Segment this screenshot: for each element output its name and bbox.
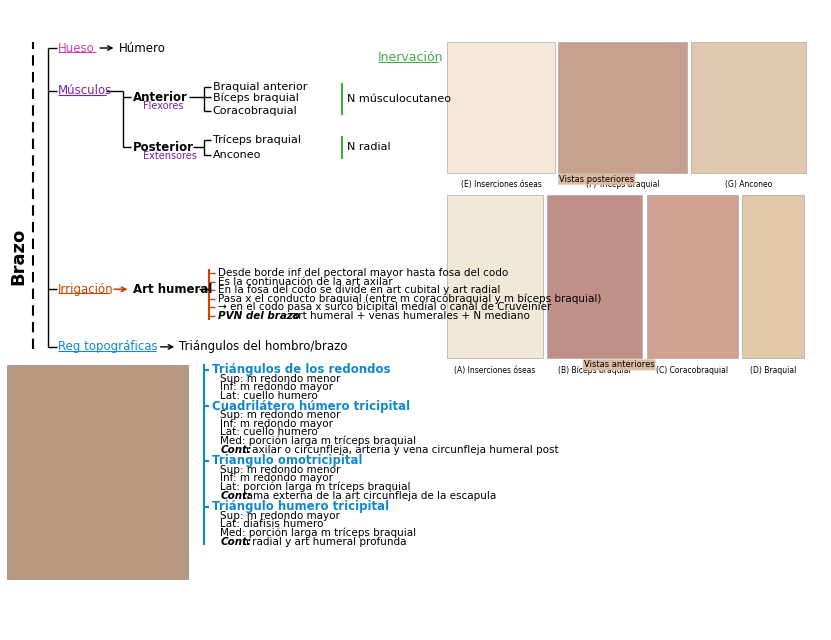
Text: (B) Bíceps braquial: (B) Bíceps braquial [558,366,631,375]
Bar [691,42,806,173]
Text: Braquial anterior: Braquial anterior [213,82,307,92]
Text: (A) Inserciones óseas: (A) Inserciones óseas [455,366,535,375]
Text: : art humeral + venas humerales + N mediano: : art humeral + venas humerales + N medi… [285,311,530,321]
Text: n radial y art humeral profunda: n radial y art humeral profunda [239,537,407,547]
Text: Sup: m redondo menor: Sup: m redondo menor [220,465,341,475]
Text: Vistas anteriores: Vistas anteriores [583,360,655,369]
Text: Tríceps braquial: Tríceps braquial [213,134,301,145]
Text: Triángulo humero tricipital: Triángulo humero tricipital [212,500,389,513]
Text: Irrigación: Irrigación [58,283,114,296]
Text: Pasa x el conducto braquial (entre m coracobraquial y m bíceps braquial): Pasa x el conducto braquial (entre m cor… [218,294,601,304]
Bar [558,42,687,173]
Text: Húmero: Húmero [119,42,165,54]
Text: Inf: m redondo mayor: Inf: m redondo mayor [220,419,333,429]
Text: → en el codo pasa x surco bicipital medial o canal de Cruveinier: → en el codo pasa x surco bicipital medi… [218,301,551,312]
Text: PVN del brazo: PVN del brazo [218,311,300,321]
Text: Inervación: Inervación [378,51,444,64]
Text: (D) Braquial: (D) Braquial [750,366,796,375]
Text: (G) Anconeo: (G) Anconeo [725,180,772,189]
Text: Músculos: Músculos [58,84,112,97]
Text: Coracobraquial: Coracobraquial [213,106,297,116]
Text: Extensores: Extensores [143,151,197,161]
Text: Triángulos del hombro/brazo: Triángulos del hombro/brazo [179,340,348,353]
Text: Lat: diafisis humero: Lat: diafisis humero [220,519,323,529]
Text: Sup: m redondo menor: Sup: m redondo menor [220,410,341,420]
Text: rama externa de la art circunfleja de la escapula: rama externa de la art circunfleja de la… [239,491,497,501]
Bar [647,195,738,358]
Text: Med: porción larga m tríceps braquial: Med: porción larga m tríceps braquial [220,527,416,538]
Bar [447,42,555,173]
Text: Cont:: Cont: [220,491,252,501]
Bar [742,195,804,358]
Text: En la fosa del codo se divide en art cubital y art radial: En la fosa del codo se divide en art cub… [218,285,500,295]
Text: Inf: m redondo mayor: Inf: m redondo mayor [220,473,333,483]
Text: Reg topográficas: Reg topográficas [58,340,158,353]
Text: Inf: m redondo mayor: Inf: m redondo mayor [220,382,333,392]
Text: Brazo: Brazo [9,227,27,285]
Text: Bíceps braquial: Bíceps braquial [213,92,298,102]
Text: Es la continuación de la art axilar: Es la continuación de la art axilar [218,276,392,287]
Text: Triángulos de los redondos: Triángulos de los redondos [212,364,391,376]
Text: (C) Coracobraquial: (C) Coracobraquial [656,366,728,375]
Text: Flexores: Flexores [143,101,184,111]
Text: Cuadrilátero húmero tricipital: Cuadrilátero húmero tricipital [212,400,410,413]
Text: N radial: N radial [347,142,391,152]
Bar [447,195,543,358]
Text: Sup: m redondo mayor: Sup: m redondo mayor [220,511,340,521]
Text: Anconeo: Anconeo [213,150,261,160]
Text: Lat: cuello humero: Lat: cuello humero [220,390,318,401]
Text: Cont:: Cont: [220,445,252,455]
Text: N músculocutaneo: N músculocutaneo [347,94,451,104]
Bar [7,365,188,579]
Text: Vistas posteriores: Vistas posteriores [559,175,634,184]
Text: Art humeral: Art humeral [133,283,213,296]
Text: Triangulo omotricipital: Triangulo omotricipital [212,454,362,467]
Text: (F) Triceps braquial: (F) Triceps braquial [586,180,660,189]
Text: (E) Inserciones óseas: (E) Inserciones óseas [460,180,542,189]
Text: n axilar o circunfleja, arteria y vena circunfleja humeral post: n axilar o circunfleja, arteria y vena c… [239,445,559,455]
Bar [547,195,642,358]
Text: Lat: porción larga m tríceps braquial: Lat: porción larga m tríceps braquial [220,481,411,492]
Text: Sup: m redondo menor: Sup: m redondo menor [220,374,341,384]
Text: Med: porción larga m tríceps braquial: Med: porción larga m tríceps braquial [220,435,416,445]
Text: Hueso: Hueso [58,42,95,54]
Text: Anterior: Anterior [133,91,188,104]
Text: Cont:: Cont: [220,537,252,547]
Text: Posterior: Posterior [133,141,194,154]
Text: Desde borde inf del pectoral mayor hasta fosa del codo: Desde borde inf del pectoral mayor hasta… [218,268,508,278]
Text: Lat: cuello humero: Lat: cuello humero [220,427,318,437]
